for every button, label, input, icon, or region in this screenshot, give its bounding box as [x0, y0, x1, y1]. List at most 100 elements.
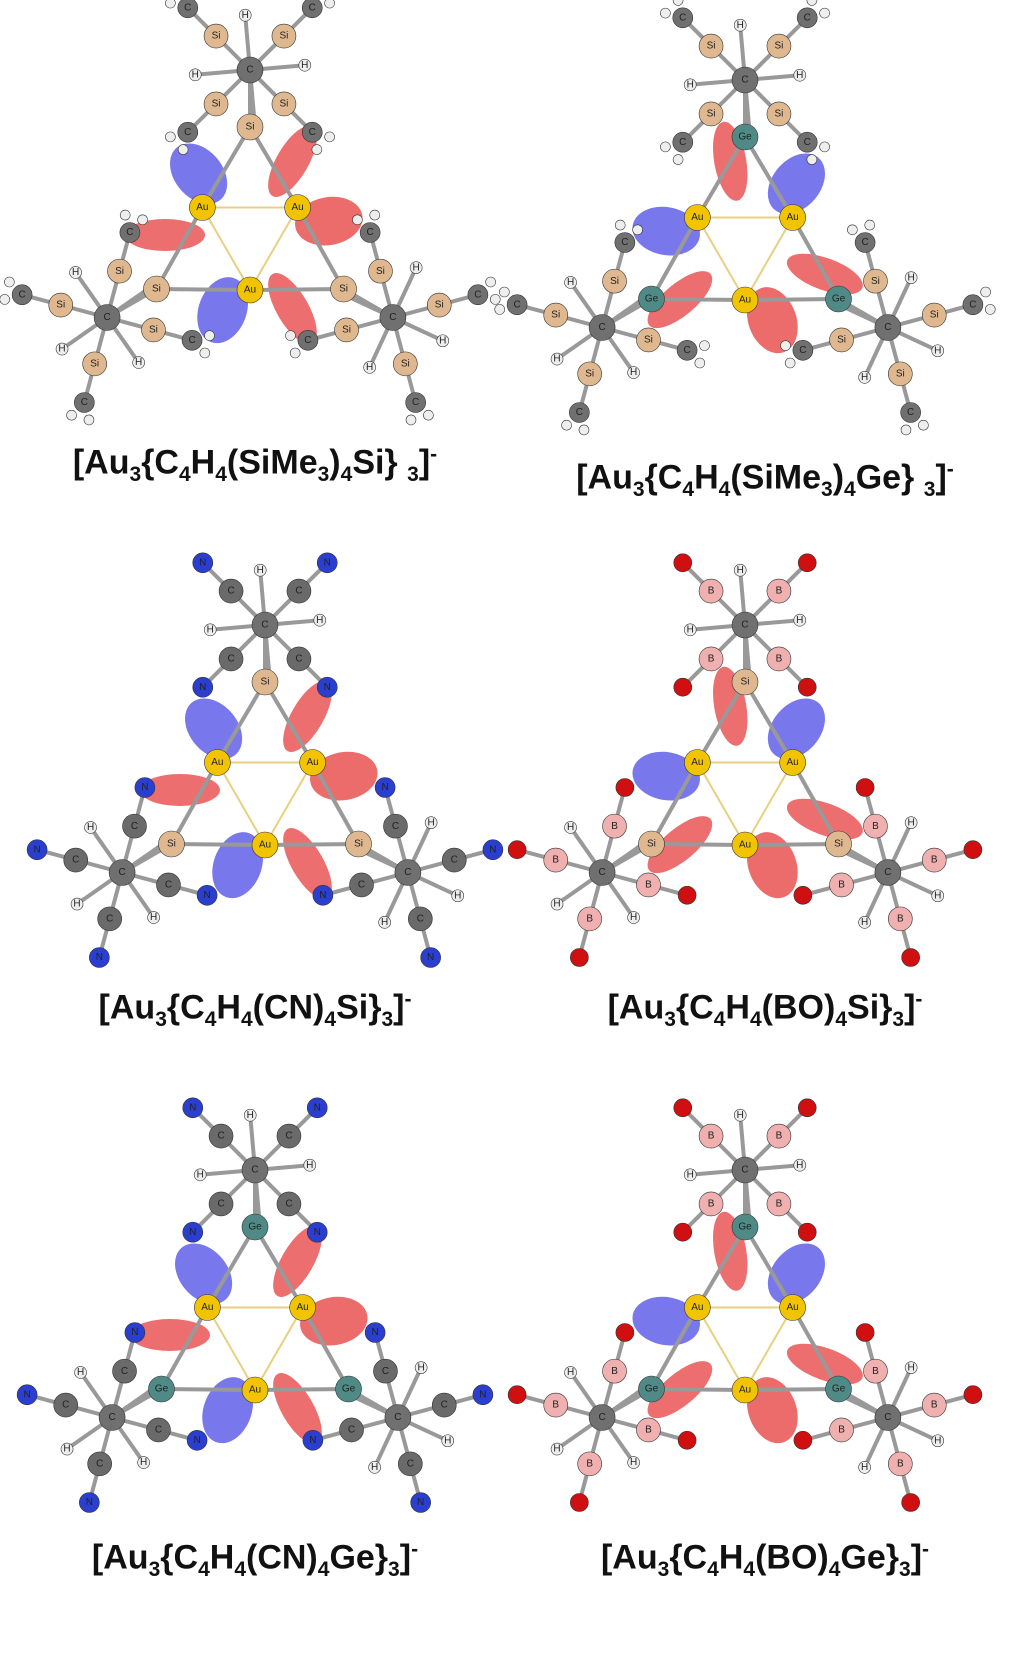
caption-part: -: [411, 1538, 418, 1561]
atom-label: C: [741, 1165, 748, 1176]
atom-label: C: [474, 289, 481, 300]
atom: [290, 348, 300, 358]
caption: [Au3{C4H4(SiMe3)4Si} 3]-: [0, 443, 510, 487]
atom: [807, 0, 817, 5]
atom-label: N: [324, 682, 331, 693]
atom: [794, 1431, 812, 1449]
atom-label: C: [382, 1366, 389, 1377]
atom: [964, 1386, 982, 1404]
atom: [781, 341, 791, 351]
atom-label: C: [884, 867, 891, 878]
atom-label: Si: [279, 31, 288, 42]
atom-label: H: [242, 10, 249, 21]
atom-label: Si: [644, 335, 653, 346]
caption-part: H: [719, 1538, 744, 1576]
atom: [370, 210, 380, 220]
atom-label: H: [796, 70, 803, 81]
atom-label: C: [295, 654, 302, 665]
caption-part: 4: [844, 478, 856, 501]
atom-label: Si: [279, 99, 288, 110]
atom: [807, 155, 817, 165]
atom: [120, 210, 130, 220]
atom-label: H: [257, 565, 264, 576]
atom-label: Si: [115, 266, 124, 277]
atom-label: H: [58, 344, 65, 355]
atom-label: N: [324, 557, 331, 568]
caption-part: 3: [407, 463, 419, 486]
atom-label: N: [417, 1497, 424, 1508]
caption-part: [Au: [99, 988, 156, 1026]
atom-label: C: [285, 1131, 292, 1142]
atom-label: Si: [551, 310, 560, 321]
atom-label: B: [776, 1199, 783, 1210]
atom-label: C: [227, 654, 234, 665]
atom: [856, 1323, 874, 1341]
atom-label: Si: [610, 276, 619, 287]
atom-label: Si: [212, 99, 221, 110]
atom-label: C: [217, 1199, 224, 1210]
caption-part: H: [216, 988, 241, 1026]
caption-part: ]: [904, 988, 915, 1026]
caption-part: -: [404, 988, 411, 1011]
atom-label: N: [199, 557, 206, 568]
atom-label: Si: [774, 41, 783, 52]
atom-label: H: [77, 1367, 84, 1378]
atom: [985, 304, 995, 314]
atom-label: C: [394, 1412, 401, 1423]
atom-label: C: [261, 620, 268, 631]
atom: [847, 225, 857, 235]
atom-label: C: [295, 586, 302, 597]
atom-label: Au: [739, 295, 751, 306]
atom: [0, 294, 10, 304]
atom: [165, 0, 175, 8]
atom: [4, 277, 14, 287]
atom-label: Si: [647, 839, 656, 850]
caption-part: ]: [400, 1538, 411, 1576]
caption-part: [Au: [576, 458, 633, 496]
atom: [200, 348, 210, 358]
atom: [918, 420, 928, 430]
atom-label: Si: [707, 41, 716, 52]
atom-label: C: [679, 137, 686, 148]
atom: [499, 287, 509, 297]
atom-label: N: [427, 952, 434, 963]
atom-label: C: [165, 880, 172, 891]
atom-label: C: [404, 867, 411, 878]
atom-label: C: [392, 821, 399, 832]
atom-label: C: [184, 2, 191, 13]
atom-label: H: [796, 615, 803, 626]
caption-part: 3: [664, 1008, 676, 1031]
atom-label: C: [367, 227, 374, 238]
atom-label: Au: [196, 202, 208, 213]
atom-label: C: [683, 345, 690, 356]
atom-label: Au: [787, 1302, 799, 1313]
bond: [161, 1389, 255, 1390]
atom-label: H: [553, 1444, 560, 1455]
atom-label: B: [776, 1131, 783, 1142]
atom-label: Au: [787, 212, 799, 223]
atom-label: C: [184, 127, 191, 138]
caption-part: 4: [198, 1558, 210, 1581]
atom-label: C: [131, 821, 138, 832]
atom: [204, 331, 214, 341]
atom-label: H: [737, 1110, 744, 1121]
caption-part: ]: [419, 443, 430, 481]
caption-part: [Au: [608, 988, 665, 1026]
caption-part: 3: [155, 1008, 167, 1031]
atom-label: N: [319, 890, 326, 901]
atom-label: C: [389, 312, 396, 323]
atom-label: Si: [837, 335, 846, 346]
atom-label: N: [203, 890, 210, 901]
atom-label: Ge: [738, 132, 752, 143]
atom-label: H: [381, 917, 388, 928]
bond: [745, 844, 839, 845]
atom: [856, 778, 874, 796]
atom-label: H: [861, 1462, 868, 1473]
atom-label: H: [908, 272, 915, 283]
bond: [651, 844, 745, 845]
atom: [286, 331, 296, 341]
caption-part: Ge}: [840, 1538, 899, 1576]
atom-label: H: [150, 912, 157, 923]
atom-label: Ge: [342, 1384, 356, 1395]
caption-part: {C: [645, 458, 683, 496]
